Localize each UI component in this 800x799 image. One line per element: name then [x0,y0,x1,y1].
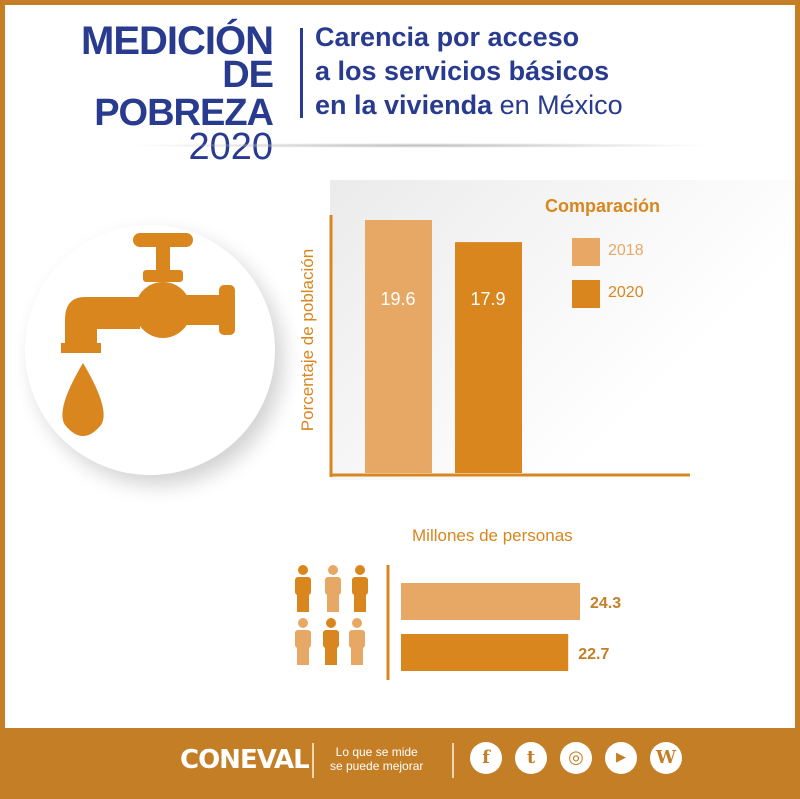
person-icon [354,594,366,612]
slogan: Lo que se mide se puede mejorar [330,745,423,773]
legend-title: Comparación [545,196,661,216]
hbar-value-label-2020: 22.7 [578,646,609,663]
bar-value-label-2018: 19.6 [380,289,415,309]
person-icon [297,594,309,612]
wordpress-icon[interactable]: W [650,742,682,774]
slogan-line2: se puede mejorar [330,759,424,773]
legend-item-2020: 2020 [572,280,672,308]
logo-line1: MEDICIÓN [81,19,274,63]
person-icon [352,618,362,628]
legend-label-2020: 2020 [608,284,644,301]
bar-value-label-2020: 17.9 [470,289,505,309]
person-icon [325,577,341,595]
title-line3-normal: en México [492,90,623,120]
legend-item-2018: 2018 [572,238,672,266]
legend-swatch-2020 [572,280,600,308]
footer-divider [312,743,314,778]
person-icon [328,565,338,575]
footer: CONEVAL Lo que se mide se puede mejorar f… [0,728,800,799]
title-line1: Carencia por acceso [315,22,580,52]
person-icon [298,618,308,628]
facebook-icon[interactable]: f [470,742,502,774]
coneval-logo[interactable]: CONEVAL [180,745,310,775]
hbar-2020 [401,634,569,671]
bar-2020 [455,242,522,473]
person-icon [327,594,339,612]
title-line3-bold: en la vivienda [315,90,493,120]
logo-line2: DE POBREZA [94,54,274,134]
footer-divider [452,743,454,778]
person-icon [352,577,368,595]
person-icon [355,565,365,575]
youtube-icon[interactable]: ▶ [605,742,637,774]
instagram-icon[interactable]: ◎ [560,742,592,774]
legend-label-2018: 2018 [608,242,644,259]
hbar-value-label-2018: 24.3 [590,595,621,612]
person-icon [295,630,311,648]
person-icon [323,630,339,648]
bar-2018 [365,220,432,473]
twitter-icon[interactable]: t [515,742,547,774]
legend-swatch-2018 [572,238,600,266]
person-icon [349,630,365,648]
header-divider [300,28,303,118]
person-icon [326,618,336,628]
person-icon [297,647,309,665]
hbar-2018 [401,583,580,620]
person-icon [298,565,308,575]
person-icon [351,647,363,665]
person-icon [295,577,311,595]
faucet-icon [61,233,235,436]
person-icon [325,647,337,665]
hbar-title: Millones de personas [412,526,573,545]
title-line2: a los servicios básicos [315,56,610,86]
header-separator [125,143,715,148]
slogan-line1: Lo que se mide [335,745,418,759]
faucet-circle [25,225,275,475]
page-title: Carencia por acceso a los servicios bási… [315,20,623,122]
